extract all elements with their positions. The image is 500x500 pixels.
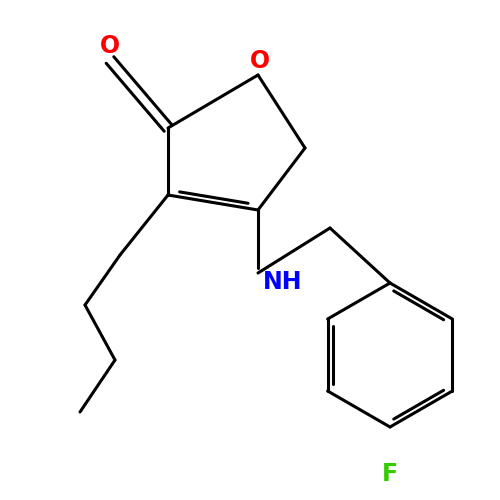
Text: F: F	[382, 462, 398, 486]
Text: NH: NH	[263, 270, 302, 294]
Text: O: O	[100, 34, 120, 58]
Text: O: O	[250, 49, 270, 73]
